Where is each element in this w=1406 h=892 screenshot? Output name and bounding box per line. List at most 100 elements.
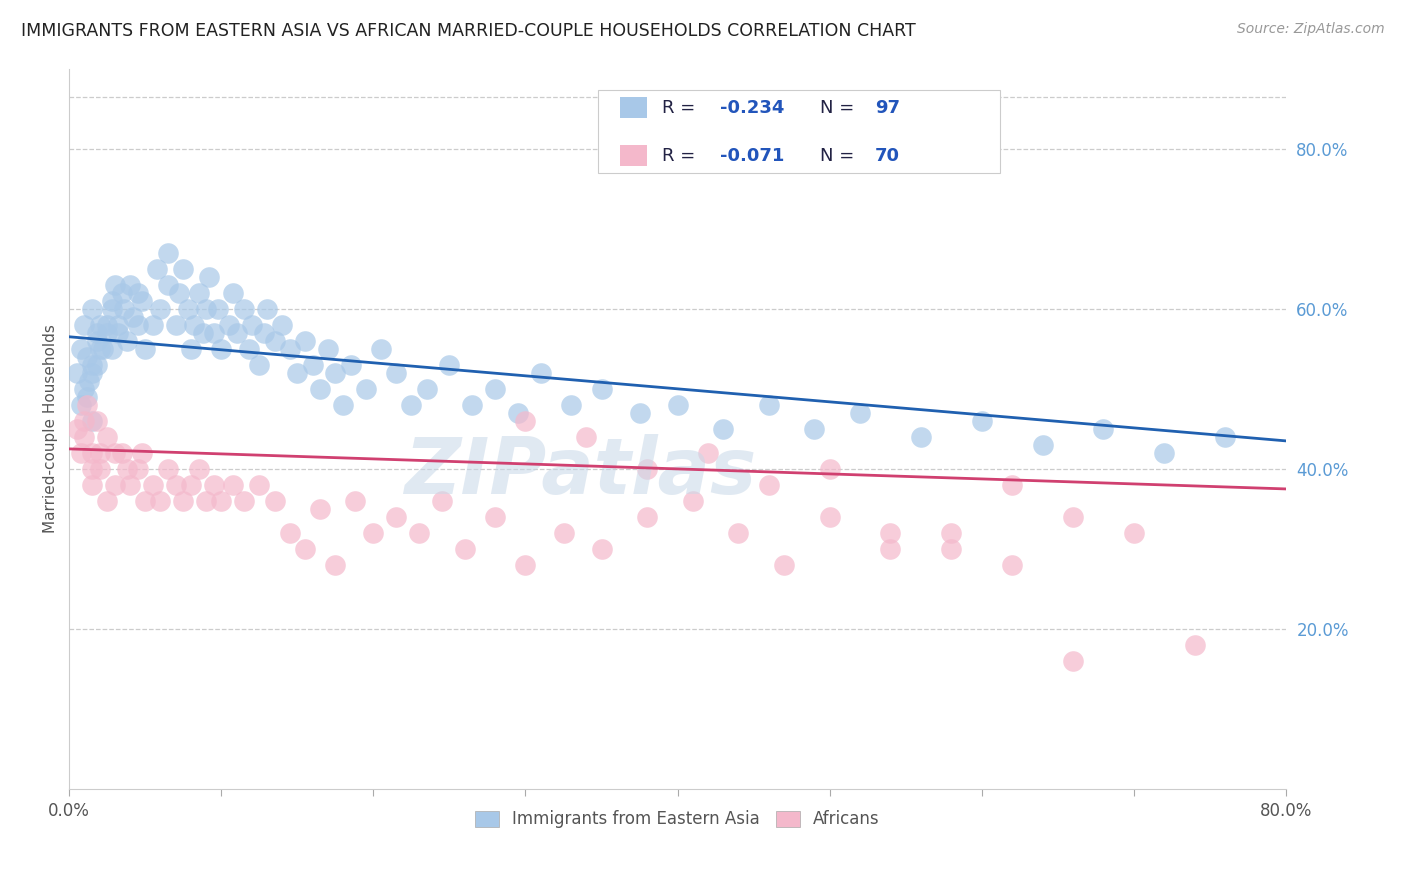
Point <box>80 446 103 460</box>
Point <box>202 478 225 492</box>
Point <box>222 285 245 300</box>
Point <box>80 462 103 476</box>
Point <box>86 334 108 348</box>
Point <box>697 446 720 460</box>
Text: Source: ZipAtlas.com: Source: ZipAtlas.com <box>1237 22 1385 37</box>
Point <box>1062 654 1084 668</box>
Text: 70: 70 <box>875 146 900 164</box>
Point <box>560 398 582 412</box>
Point <box>157 462 180 476</box>
Point <box>66 366 89 380</box>
Point <box>112 301 135 316</box>
Point <box>515 414 537 428</box>
Point <box>104 446 127 460</box>
Point <box>238 342 260 356</box>
Point <box>101 342 124 356</box>
Point <box>73 430 96 444</box>
Point <box>818 510 841 524</box>
Point <box>401 398 423 412</box>
Point <box>131 446 153 460</box>
Point <box>111 285 134 300</box>
Point <box>225 326 247 340</box>
Point <box>271 318 294 332</box>
Point <box>278 342 301 356</box>
Point <box>294 541 316 556</box>
Point <box>711 422 734 436</box>
Point <box>553 526 575 541</box>
Point <box>263 494 285 508</box>
Point <box>385 510 408 524</box>
Text: ZIPatlas: ZIPatlas <box>404 434 756 510</box>
Point <box>107 318 129 332</box>
Point <box>591 382 613 396</box>
Point <box>1062 510 1084 524</box>
Point <box>263 334 285 348</box>
Point <box>149 301 172 316</box>
Point <box>575 430 598 444</box>
Text: R =: R = <box>662 146 700 164</box>
Legend: Immigrants from Eastern Asia, Africans: Immigrants from Eastern Asia, Africans <box>468 804 886 835</box>
FancyBboxPatch shape <box>620 97 647 118</box>
Point <box>222 478 245 492</box>
Point <box>309 502 332 516</box>
Point <box>107 326 129 340</box>
Point <box>818 462 841 476</box>
Point <box>80 414 103 428</box>
Point <box>430 494 453 508</box>
Point <box>80 358 103 372</box>
Point <box>233 494 256 508</box>
Point <box>73 382 96 396</box>
Point <box>89 342 111 356</box>
Y-axis label: Married-couple Households: Married-couple Households <box>44 325 58 533</box>
Point <box>104 478 127 492</box>
Point <box>247 478 270 492</box>
Point <box>157 277 180 292</box>
Point <box>316 342 339 356</box>
Point <box>408 526 430 541</box>
Point <box>183 318 205 332</box>
Point <box>325 558 347 572</box>
Point <box>86 326 108 340</box>
Point <box>91 342 114 356</box>
Point <box>187 285 209 300</box>
Point <box>122 310 145 324</box>
Point <box>233 301 256 316</box>
FancyBboxPatch shape <box>620 145 647 166</box>
FancyBboxPatch shape <box>599 90 1000 173</box>
Point <box>354 382 377 396</box>
Point <box>198 269 221 284</box>
Point <box>591 541 613 556</box>
Point <box>278 526 301 541</box>
Point <box>339 358 361 372</box>
Point <box>439 358 461 372</box>
Point <box>209 342 232 356</box>
Point <box>332 398 354 412</box>
Point <box>149 494 172 508</box>
Point <box>218 318 240 332</box>
Point <box>1001 478 1024 492</box>
Point <box>66 422 89 436</box>
Point <box>76 390 98 404</box>
Point <box>1213 430 1236 444</box>
Point <box>385 366 408 380</box>
Point <box>910 430 932 444</box>
Point <box>80 478 103 492</box>
Point <box>301 358 323 372</box>
Point <box>515 558 537 572</box>
Point <box>758 478 780 492</box>
Text: -0.234: -0.234 <box>720 99 785 117</box>
Point <box>111 446 134 460</box>
Point <box>70 398 93 412</box>
Point <box>115 462 138 476</box>
Point <box>120 478 142 492</box>
Point <box>146 261 169 276</box>
Point <box>73 318 96 332</box>
Point <box>89 446 111 460</box>
Point <box>70 342 93 356</box>
Point <box>773 558 796 572</box>
Point <box>80 366 103 380</box>
Point <box>247 358 270 372</box>
Point <box>77 374 100 388</box>
Point <box>309 382 332 396</box>
Point <box>294 334 316 348</box>
